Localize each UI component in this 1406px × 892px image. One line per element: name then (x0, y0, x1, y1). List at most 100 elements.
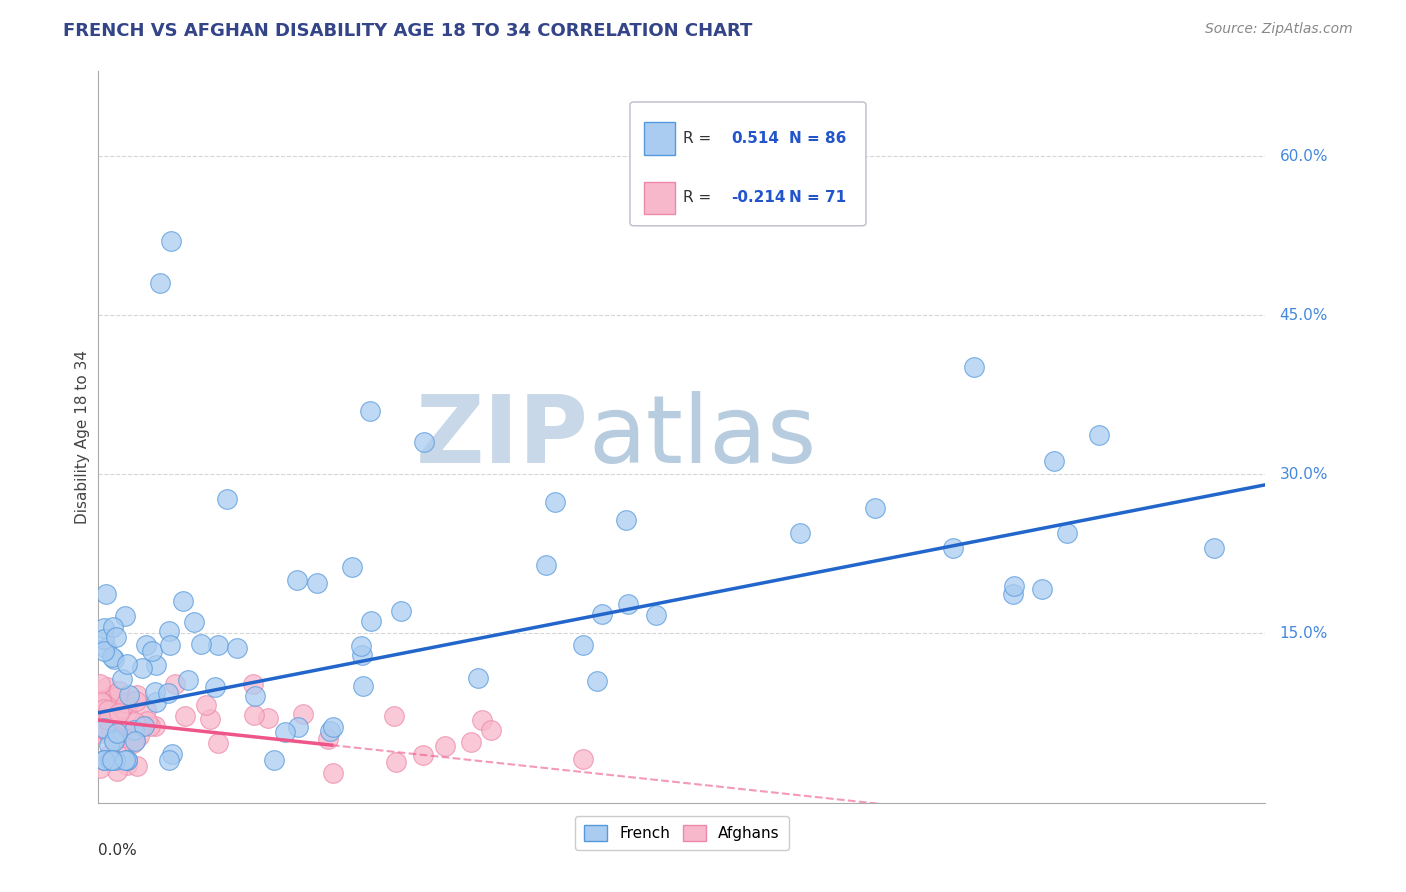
Point (467, 671, 489, 685)
Point (105, 731, 128, 746)
Point (160, 747, 183, 761)
Point (104, 690, 127, 704)
Point (135, 638, 157, 652)
Point (115, 753, 138, 767)
Point (1031, 582, 1053, 597)
Text: 60.0%: 60.0% (1279, 149, 1327, 163)
Point (585, 674, 607, 689)
Point (385, 755, 408, 769)
Point (316, 731, 339, 746)
Point (942, 541, 965, 556)
Point (101, 692, 124, 706)
Point (322, 720, 344, 734)
Point (572, 638, 595, 652)
Point (226, 641, 249, 656)
Point (195, 698, 218, 712)
Point (243, 690, 266, 704)
Point (215, 492, 238, 507)
Point (104, 753, 127, 767)
Point (1001, 587, 1024, 601)
Text: 0.514: 0.514 (731, 131, 779, 146)
Point (111, 672, 134, 686)
Point (644, 607, 666, 622)
Point (96, 640, 118, 655)
Point (274, 725, 297, 739)
Point (93, 721, 115, 735)
Text: atlas: atlas (589, 391, 817, 483)
Legend: French, Afghans: French, Afghans (575, 815, 789, 850)
Text: -0.214: -0.214 (731, 190, 786, 205)
Point (111, 744, 134, 758)
Point (89, 711, 111, 725)
Point (124, 715, 146, 730)
Point (471, 713, 494, 727)
Point (145, 695, 167, 709)
Text: N = 71: N = 71 (789, 190, 846, 205)
Point (91, 695, 114, 709)
Point (544, 495, 567, 509)
Point (128, 729, 150, 743)
Point (118, 688, 141, 702)
Point (124, 734, 146, 748)
Point (200, 712, 222, 726)
Point (127, 759, 149, 773)
Point (536, 558, 558, 572)
Point (863, 501, 886, 516)
Text: FRENCH VS AFGHAN DISABILITY AGE 18 TO 34 CORRELATION CHART: FRENCH VS AFGHAN DISABILITY AGE 18 TO 34… (63, 22, 752, 40)
Point (115, 757, 138, 772)
Point (285, 573, 308, 587)
Point (165, 677, 187, 691)
Point (257, 711, 280, 725)
Point (139, 719, 162, 733)
Point (204, 680, 226, 694)
Point (98, 753, 121, 767)
Point (434, 739, 457, 754)
Point (177, 673, 200, 687)
Point (115, 707, 138, 722)
Point (117, 694, 139, 708)
Point (190, 637, 212, 651)
Point (98, 723, 121, 737)
Point (479, 723, 502, 738)
Text: 0.0%: 0.0% (98, 843, 138, 858)
Point (97, 703, 120, 717)
Point (360, 614, 382, 628)
Point (93, 753, 115, 767)
Point (101, 619, 124, 633)
Point (96, 721, 118, 735)
Point (124, 732, 146, 747)
Point (614, 513, 637, 527)
Point (105, 764, 128, 778)
Point (90, 721, 112, 735)
Point (104, 730, 127, 744)
Point (136, 714, 159, 728)
Point (94, 587, 117, 601)
Text: R =: R = (683, 190, 721, 205)
Point (572, 751, 595, 765)
Point (160, 234, 183, 248)
Point (143, 684, 166, 698)
Text: R =: R = (683, 131, 721, 146)
Point (93, 644, 115, 658)
Point (134, 703, 156, 717)
Point (172, 594, 194, 608)
Point (174, 709, 197, 723)
Point (96, 680, 118, 694)
Point (207, 638, 229, 652)
Point (97, 747, 120, 762)
Point (342, 560, 364, 574)
Point (115, 696, 138, 710)
Point (145, 719, 167, 733)
Point (157, 752, 180, 766)
Point (89, 693, 111, 707)
Point (100, 650, 122, 665)
Point (389, 604, 412, 618)
Point (132, 719, 155, 733)
Point (157, 685, 180, 699)
Point (1043, 454, 1066, 468)
Point (350, 648, 373, 662)
Point (207, 736, 229, 750)
Point (962, 359, 984, 374)
Point (1002, 579, 1025, 593)
Point (89, 723, 111, 738)
